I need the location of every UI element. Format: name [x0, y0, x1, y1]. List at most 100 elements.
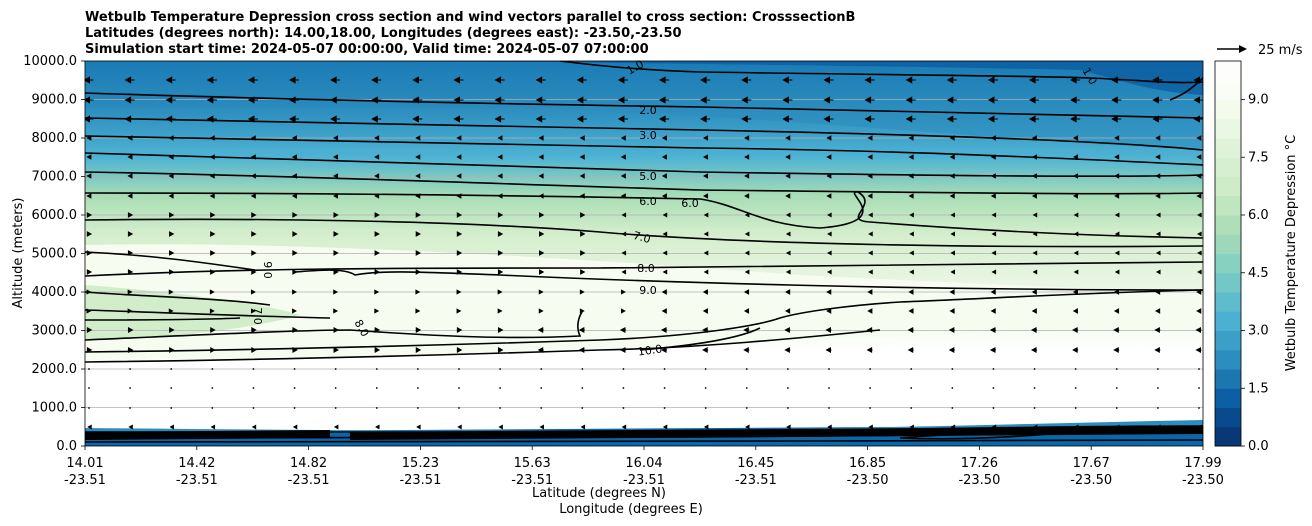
y-tick-label-8: 8000.0 [32, 131, 78, 146]
colorbar: 0.0 1.5 3.0 4.5 6.0 7.5 9.0 [1214, 60, 1269, 454]
wind-vector-298 [827, 269, 832, 275]
wind-vector-439 [869, 368, 872, 370]
wind-vector-131 [867, 154, 873, 160]
wind-vector-211 [703, 212, 709, 218]
contour-line-21 [85, 439, 1203, 443]
wind-vector-476 [88, 407, 90, 409]
wind-vector-181 [620, 193, 626, 199]
wind-vector-187 [867, 193, 873, 199]
wind-vector-277 [1114, 250, 1120, 256]
wind-vector-296 [744, 269, 750, 275]
wind-vector-499 [1033, 407, 1036, 409]
colorbar-tick-label-0: 0.0 [1248, 439, 1269, 454]
wind-vector-113 [127, 154, 133, 160]
x-axis: 14.01 -23.51 14.42 -23.51 14.82 -23.51 15.23 -2… [64, 446, 1224, 488]
colorbar-band-15 [1215, 138, 1241, 158]
wind-vector-255 [210, 250, 216, 256]
wind-vector-179 [538, 193, 544, 199]
wind-vector-57 [124, 115, 135, 123]
x-axis-label-latitude: Latitude (degrees N) [532, 486, 666, 501]
x-tick-lat-8: 17.26 [961, 456, 998, 471]
wind-vector-443 [1033, 368, 1036, 370]
wind-vector-416 [1072, 346, 1079, 354]
wind-vector-106 [990, 135, 996, 141]
wind-vector-70 [659, 115, 670, 123]
x-tick-lat-1: 14.42 [178, 456, 215, 471]
wind-vector-425 [293, 368, 296, 370]
wind-vector-504 [87, 424, 92, 430]
wind-vector-266 [662, 250, 668, 256]
wind-vector-490 [663, 407, 666, 409]
wind-vector-322 [661, 289, 667, 295]
wind-vector-166 [1155, 173, 1161, 179]
wind-vector-203 [374, 212, 380, 218]
contour-line-12 [85, 291, 271, 306]
wind-vector-468 [910, 387, 913, 389]
wind-vector-519 [703, 424, 709, 430]
x-tick-lon-2: -23.51 [288, 473, 330, 488]
wind-vector-510 [333, 424, 339, 430]
wind-vector-308 [86, 289, 92, 295]
wind-vector-282 [169, 269, 175, 275]
wind-vector-156 [744, 173, 750, 179]
wind-vector-377 [619, 326, 626, 334]
wind-vector-49 [946, 96, 957, 104]
wind-vector-371 [374, 327, 381, 333]
wind-vector-169 [127, 193, 133, 199]
wind-vector-254 [169, 250, 175, 256]
wind-vector-247 [1032, 231, 1038, 237]
wind-vector-235 [539, 231, 545, 237]
wind-vector-85 [127, 135, 133, 141]
wind-vector-274 [991, 250, 997, 256]
wind-vector-194 [1155, 193, 1161, 199]
x-tick-lat-2: 14.82 [290, 456, 327, 471]
wind-vector-40 [576, 96, 587, 104]
wind-vector-332 [1072, 289, 1078, 295]
wind-vector-152 [579, 173, 585, 179]
wind-vector-528 [1073, 424, 1079, 430]
wind-vector-361 [1113, 308, 1120, 314]
wind-vector-530 [1156, 424, 1161, 430]
contour-label-7: 8.0 [637, 262, 655, 275]
wind-vector-259 [374, 250, 380, 256]
contour-line-15 [85, 311, 583, 341]
wind-vector-192 [1073, 193, 1079, 199]
wind-vector-79 [1029, 115, 1040, 123]
wind-vector-2 [165, 76, 176, 84]
colorbar-tick-label-5: 7.5 [1248, 150, 1269, 165]
wind-vector-125 [620, 154, 626, 160]
wind-vector-104 [908, 135, 914, 141]
wind-vector-167 [1196, 173, 1202, 179]
wind-vector-262 [497, 250, 504, 256]
wind-vector-232 [415, 231, 421, 237]
wind-vector-294 [662, 269, 668, 275]
wind-vector-326 [826, 289, 832, 295]
wind-vector-145 [291, 173, 297, 179]
wind-vector-184 [744, 193, 750, 199]
wind-vector-158 [826, 173, 832, 179]
wind-vector-444 [1074, 368, 1077, 370]
colorbar-label: Wetbulb Temperature Depression °C [1284, 135, 1299, 372]
wind-vector-93 [456, 135, 462, 141]
wind-vector-81 [1111, 115, 1122, 123]
wind-vector-216 [909, 212, 914, 218]
wind-vector-380 [743, 326, 750, 334]
contour-line-8 [85, 218, 1203, 248]
wind-vector-495 [869, 407, 872, 409]
wind-vector-226 [169, 231, 175, 237]
wind-vector-391 [1195, 326, 1202, 334]
wind-vector-309 [127, 289, 133, 295]
wind-vector-202 [333, 212, 339, 218]
wind-vector-157 [785, 173, 791, 179]
wind-vector-64 [412, 115, 423, 123]
wind-vector-341 [292, 308, 297, 314]
contour-line-5 [85, 152, 1203, 178]
wind-vector-236 [580, 231, 586, 237]
wind-vector-248 [1073, 231, 1079, 237]
contour-labels: 1.02.03.05.06.0 6.07.08.09.010.09.07.08.0… [251, 57, 1100, 358]
wind-vector-414 [989, 346, 996, 354]
wind-vector-335 [1196, 289, 1202, 295]
contour-line-13 [85, 309, 331, 319]
wind-vector-347 [538, 308, 544, 314]
wind-vector-239 [703, 231, 709, 237]
